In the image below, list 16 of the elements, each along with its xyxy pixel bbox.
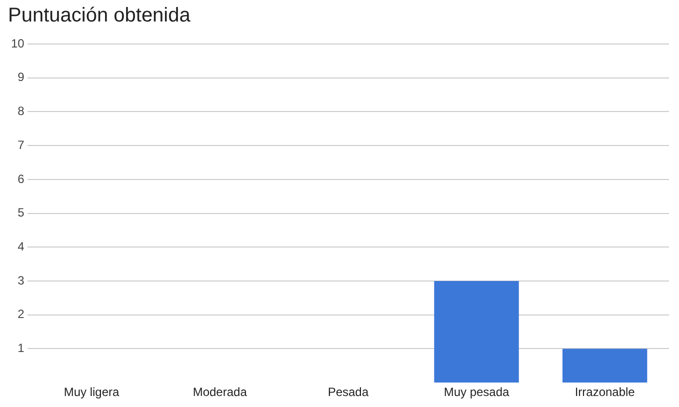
y-tick-label: 5	[18, 206, 25, 220]
y-tick-label: 10	[10, 36, 25, 50]
x-tick-label: Muy ligera	[64, 385, 120, 400]
y-tick-label: 2	[18, 307, 25, 322]
x-tick-label: Irrazonable	[574, 385, 636, 400]
x-tick-label: Moderada	[192, 385, 248, 400]
y-tick-label: 8	[18, 104, 25, 118]
chart-title: Puntuación obtenida	[8, 4, 192, 27]
y-tick-label: 4	[18, 239, 25, 254]
y-tick-label: 9	[18, 70, 25, 84]
x-tick-label: Pesada	[328, 385, 369, 400]
y-tick-label: 3	[18, 273, 25, 288]
y-tick-label: 1	[18, 341, 25, 356]
x-tick-label: Muy pesada	[444, 385, 510, 400]
y-tick-label: 6	[18, 172, 25, 186]
y-tick-label: 7	[18, 138, 25, 152]
